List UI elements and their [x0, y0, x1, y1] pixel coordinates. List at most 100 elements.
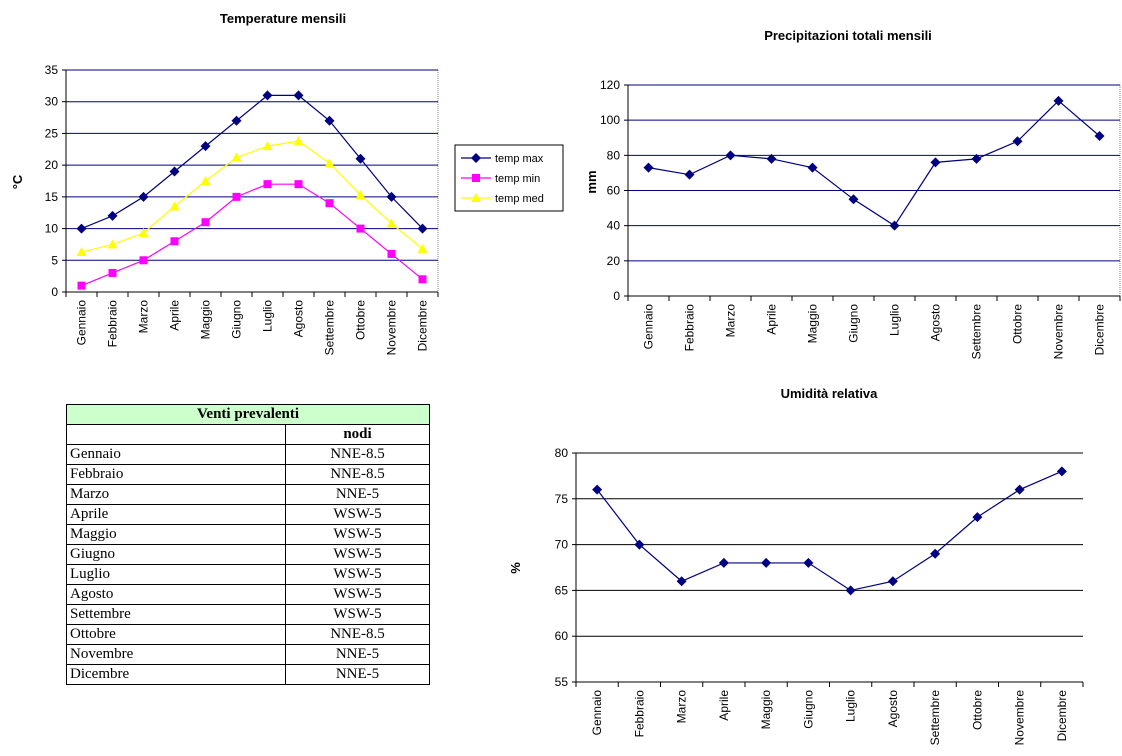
- temp-data-point: [108, 268, 117, 277]
- precip-y-axis-label: mm: [584, 170, 599, 193]
- precip-y-tick-label: 100: [600, 113, 620, 127]
- temp-x-tick-label: Gennaio: [75, 300, 89, 346]
- temp-data-point: [324, 158, 335, 168]
- temp-x-tick-label: Novembre: [385, 300, 399, 356]
- temp-data-point: [139, 256, 148, 265]
- humidity-x-tick-label: Maggio: [759, 690, 773, 730]
- wind-value-cell: WSW-5: [285, 564, 430, 585]
- temp-x-tick-label: Giugno: [230, 300, 244, 339]
- temp-y-tick-label: 35: [45, 63, 59, 77]
- temp-series-line: [81, 183, 423, 287]
- wind-table-row: Febbraio NNE-8.5: [66, 464, 430, 485]
- temp-data-point: [107, 210, 118, 221]
- temp-data-point: [77, 281, 86, 290]
- precip-data-point: [807, 162, 818, 173]
- temp-legend-label: temp min: [495, 173, 540, 185]
- wind-table-row: Giugno WSW-5: [66, 544, 430, 565]
- temp-plot-area: [65, 69, 439, 293]
- precip-data-point: [1094, 130, 1105, 141]
- wind-table: Venti prevalenti nodi Gennaio NNE-8.5 Febb…: [66, 404, 430, 685]
- temp-data-point: [356, 224, 365, 233]
- precip-data-point: [643, 162, 654, 173]
- precip-x-tick-label: Febbraio: [683, 304, 697, 352]
- precip-series-line: [648, 100, 1100, 227]
- humidity-data-point: [887, 576, 898, 587]
- wind-table-subheader-row: nodi: [66, 424, 430, 445]
- temp-data-point: [355, 153, 366, 164]
- wind-table-row: Agosto WSW-5: [66, 584, 430, 605]
- temp-data-point: [76, 247, 87, 257]
- temp-x-tick-label: Marzo: [137, 300, 151, 334]
- temp-y-tick-label: 30: [45, 95, 59, 109]
- temp-x-tick-label: Agosto: [292, 300, 306, 338]
- wind-table-row: Gennaio NNE-8.5: [66, 444, 430, 465]
- humidity-series-line: [596, 470, 1063, 592]
- temp-legend-marker: [471, 193, 481, 202]
- temp-data-point: [200, 141, 211, 152]
- temp-data-point: [169, 166, 180, 177]
- precip-data-point: [684, 169, 695, 180]
- temp-data-point: [169, 201, 180, 211]
- wind-value-cell: WSW-5: [285, 504, 430, 525]
- temp-x-tick-label: Dicembre: [416, 300, 430, 352]
- humidity-y-tick-label: 65: [555, 583, 569, 597]
- temp-data-point: [387, 249, 396, 258]
- wind-month-cell: Luglio: [66, 564, 286, 585]
- temp-data-point: [417, 223, 428, 234]
- temp-series-line: [81, 140, 423, 253]
- precip-x-tick-label: Dicembre: [1093, 304, 1107, 356]
- temp-y-tick-label: 15: [45, 190, 59, 204]
- humidity-x-tick-label: Settembre: [928, 690, 942, 746]
- precip-data-point: [848, 194, 859, 205]
- temp-data-point: [293, 136, 304, 146]
- wind-table-row: Maggio WSW-5: [66, 524, 430, 545]
- wind-table-unit-header: nodi: [285, 424, 430, 445]
- wind-table-title: Venti prevalenti: [66, 404, 430, 425]
- wind-table-row: Settembre WSW-5: [66, 604, 430, 625]
- humidity-data-point: [930, 548, 941, 559]
- humidity-plot-area: [576, 453, 1083, 682]
- humidity-data-point: [972, 512, 983, 523]
- wind-value-cell: WSW-5: [285, 524, 430, 545]
- humidity-y-tick-label: 75: [555, 492, 569, 506]
- temp-y-tick-label: 25: [45, 126, 59, 140]
- temp-data-point: [200, 176, 211, 185]
- precip-data-point: [930, 157, 941, 168]
- temp-data-point: [231, 152, 242, 162]
- temp-data-point: [324, 115, 335, 126]
- precip-x-tick-label: Aprile: [765, 304, 779, 335]
- wind-month-cell: Novembre: [66, 644, 286, 665]
- temp-data-point: [201, 218, 210, 227]
- precip-x-tick-label: Maggio: [806, 304, 820, 344]
- temp-data-point: [231, 115, 242, 126]
- temp-data-point: [293, 90, 304, 101]
- wind-month-cell: Aprile: [66, 504, 286, 525]
- humidity-x-tick-label: Gennaio: [590, 690, 604, 736]
- precip-x-tick-label: Giugno: [847, 304, 861, 343]
- temp-x-tick-label: Febbraio: [106, 300, 120, 348]
- precip-x-tick-label: Gennaio: [642, 304, 656, 350]
- wind-value-cell: WSW-5: [285, 544, 430, 565]
- wind-table-title-row: Venti prevalenti: [66, 404, 430, 425]
- humidity-x-tick-label: Giugno: [801, 690, 815, 729]
- temp-y-tick-label: 5: [51, 253, 58, 267]
- wind-month-cell: Febbraio: [66, 464, 286, 485]
- wind-value-cell: NNE-8.5: [285, 624, 430, 645]
- precip-x-tick-label: Marzo: [724, 304, 738, 338]
- precip-y-tick-label: 40: [607, 219, 621, 233]
- wind-value-cell: NNE-5: [285, 664, 430, 685]
- temp-x-tick-label: Aprile: [168, 300, 182, 331]
- humidity-x-tick-label: Marzo: [675, 690, 689, 724]
- precip-data-point: [1053, 95, 1064, 106]
- temp-legend-marker: [471, 153, 481, 163]
- precip-data-point: [889, 220, 900, 231]
- humidity-data-point: [803, 557, 814, 568]
- wind-table-row: Dicembre NNE-5: [66, 664, 430, 685]
- humidity-x-tick-label: Aprile: [717, 690, 731, 721]
- humidity-data-point: [718, 557, 729, 568]
- humidity-x-tick-label: Luglio: [844, 690, 858, 722]
- temp-data-point: [138, 228, 149, 238]
- humidity-y-tick-label: 60: [555, 629, 569, 643]
- humidity-x-tick-label: Dicembre: [1055, 690, 1069, 742]
